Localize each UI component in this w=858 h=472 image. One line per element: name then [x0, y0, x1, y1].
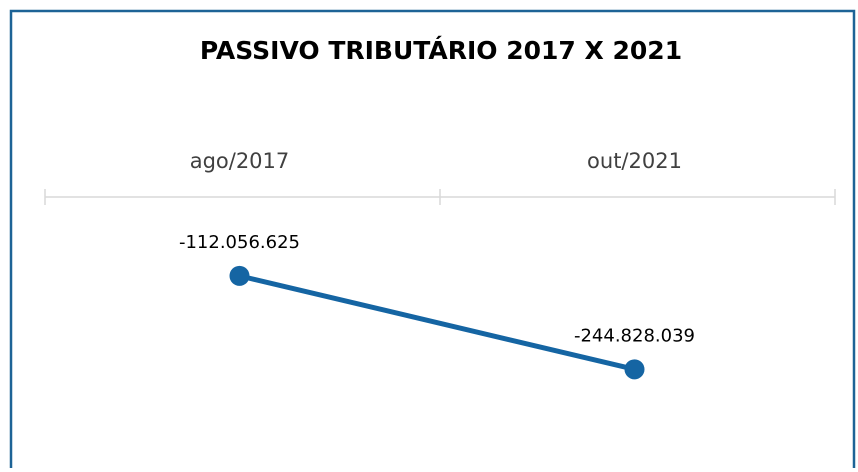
- x-tick-label: ago/2017: [190, 149, 290, 173]
- line: [238, 273, 636, 372]
- chart-title: PASSIVO TRIBUTÁRIO 2017 X 2021: [200, 36, 682, 65]
- marker: [624, 359, 645, 380]
- marker: [229, 265, 250, 286]
- frame: [9, 9, 856, 472]
- data-label: -112.056.625: [179, 232, 300, 253]
- data-label: -244.828.039: [574, 325, 695, 346]
- x-tick-label: out/2021: [587, 149, 682, 173]
